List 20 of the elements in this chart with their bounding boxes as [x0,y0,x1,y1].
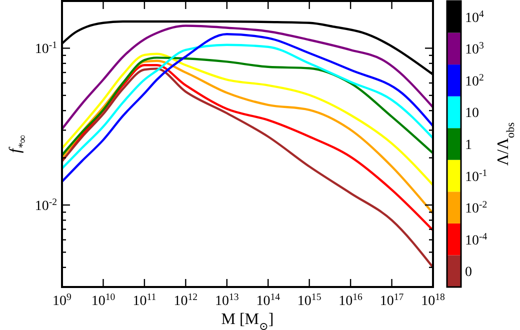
x-tick-label: 10$^{10}$ [91,292,116,309]
x-tick-label: 10$^{13}$ [214,292,239,309]
legend-label: 10$^{2}$ [465,72,484,90]
x-tick-label: 10$^{9}$ [52,292,72,309]
legend-label: 10$^{-4}$ [465,230,488,248]
legend-label: 0 [465,265,472,280]
x-tick-label: 10$^{18}$ [421,292,445,309]
legend-label: 1 [465,138,472,153]
legend-label: 10$^{4}$ [465,8,484,26]
x-tick-label: 10$^{15}$ [297,292,322,309]
x-axis-title: M [M$_{⊙}$] [221,311,274,330]
legend-label: 10$^{-1}$ [465,167,488,185]
x-tick-label: 10$^{11}$ [132,292,156,309]
x-tick-label: 10$^{12}$ [174,292,198,309]
legend-label: 10 [465,106,479,122]
legend-label: 10$^{-2}$ [465,199,488,217]
x-tick-label: 10$^{16}$ [338,292,363,309]
x-tick-label: 10$^{14}$ [256,292,280,309]
x-tick-label: 10$^{17}$ [380,292,404,309]
legend-label: 10$^{3}$ [465,40,484,58]
